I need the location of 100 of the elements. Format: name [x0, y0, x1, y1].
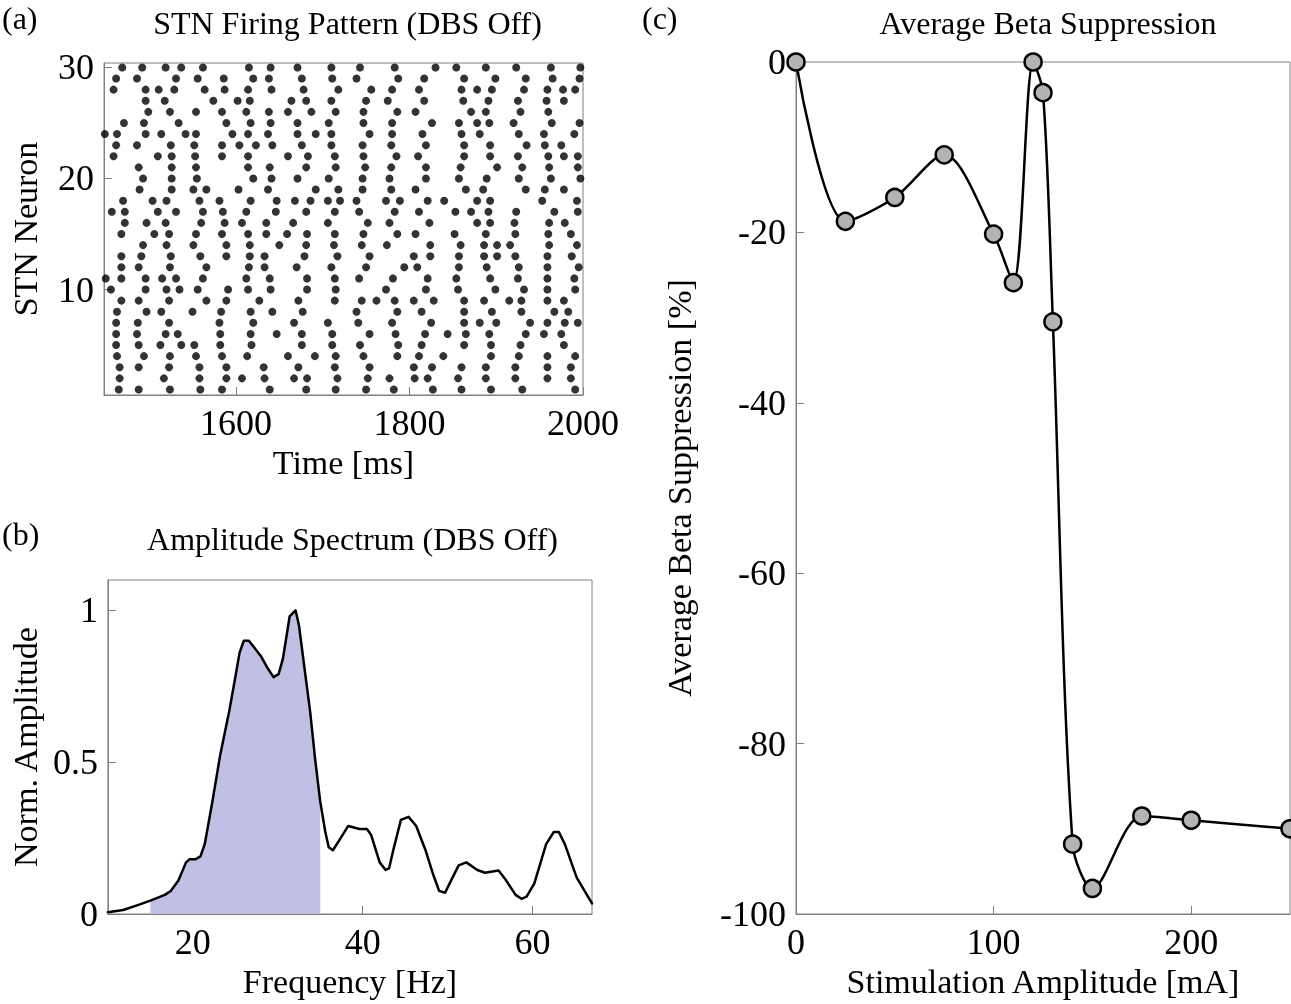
x-tick-label: 2000	[547, 403, 619, 443]
point	[166, 252, 175, 261]
point	[544, 152, 553, 161]
point	[358, 174, 367, 183]
point	[575, 118, 584, 127]
point	[109, 85, 118, 94]
point	[297, 141, 306, 150]
point	[272, 329, 281, 338]
point	[264, 130, 273, 139]
point	[264, 107, 273, 116]
point	[394, 341, 403, 350]
point	[516, 341, 525, 350]
point	[389, 385, 398, 394]
point	[481, 374, 490, 383]
point	[138, 63, 147, 72]
point	[247, 341, 256, 350]
point	[249, 174, 258, 183]
point	[543, 252, 552, 261]
point	[333, 374, 342, 383]
point	[559, 96, 568, 105]
point	[429, 296, 438, 305]
point	[520, 85, 528, 94]
point	[117, 230, 126, 238]
y-axis-title: Average Beta Suppression [%]	[660, 279, 698, 697]
point	[357, 241, 366, 250]
point	[323, 196, 332, 205]
point	[461, 185, 470, 194]
point	[487, 85, 496, 94]
point	[139, 352, 148, 361]
point	[157, 130, 166, 139]
x-tick-label: 100	[966, 922, 1021, 962]
point	[323, 218, 332, 227]
point	[543, 263, 552, 272]
point	[428, 363, 437, 372]
point	[243, 352, 252, 361]
point	[486, 196, 495, 205]
point	[141, 96, 150, 105]
point	[142, 218, 151, 227]
point	[359, 152, 368, 161]
point	[119, 196, 128, 205]
point	[265, 163, 274, 172]
point	[190, 141, 199, 150]
point	[423, 274, 432, 283]
point	[486, 218, 495, 227]
point	[786, 52, 806, 72]
point	[506, 241, 515, 250]
point	[452, 63, 461, 72]
point	[117, 274, 126, 283]
point	[165, 385, 174, 394]
point	[290, 374, 299, 383]
point	[1003, 272, 1024, 293]
point	[267, 85, 276, 94]
point	[383, 96, 392, 105]
point	[334, 185, 343, 194]
point	[222, 252, 231, 261]
point	[539, 329, 548, 338]
point	[513, 96, 522, 105]
point	[426, 252, 435, 261]
point	[418, 130, 427, 139]
point	[357, 296, 366, 305]
point	[511, 374, 520, 383]
point	[139, 118, 148, 127]
point	[544, 107, 553, 116]
point	[160, 96, 169, 105]
point	[486, 274, 495, 283]
point	[300, 252, 309, 261]
point	[365, 329, 374, 338]
point	[167, 163, 176, 172]
y-axis-title: STN Neuron	[6, 141, 44, 317]
point	[283, 230, 292, 238]
point	[297, 341, 306, 350]
point	[567, 252, 576, 261]
point	[481, 230, 490, 238]
point	[268, 141, 277, 150]
point	[195, 374, 204, 383]
point	[255, 296, 264, 305]
point	[513, 274, 522, 283]
point	[451, 207, 460, 216]
point	[330, 296, 339, 305]
point	[456, 241, 465, 250]
point	[522, 141, 531, 150]
point	[327, 141, 336, 150]
point	[454, 285, 463, 294]
point	[509, 118, 518, 127]
point	[391, 329, 400, 338]
point	[421, 285, 430, 294]
point	[514, 263, 523, 272]
point	[165, 352, 174, 361]
point	[467, 207, 476, 216]
point	[564, 307, 573, 316]
point	[167, 152, 176, 161]
point	[573, 318, 582, 327]
y-axis-title: Norm. Amplitude	[6, 627, 44, 867]
point	[410, 374, 419, 383]
point	[1062, 834, 1083, 854]
point	[244, 130, 253, 139]
point	[388, 274, 397, 283]
point	[382, 241, 391, 250]
point	[450, 230, 459, 238]
point	[195, 196, 204, 205]
